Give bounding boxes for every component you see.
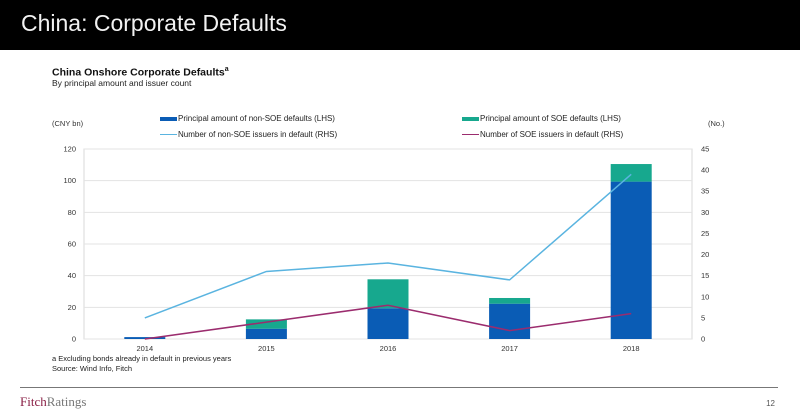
right-axis-tick-label: 5: [701, 313, 705, 322]
right-axis-tick-label: 35: [701, 187, 709, 196]
lines: [144, 173, 632, 340]
legend-item-non-soe-principal: Principal amount of non-SOE defaults (LH…: [160, 114, 335, 123]
right-axis-unit: (No.): [708, 119, 725, 128]
left-axis-tick-label: 80: [68, 208, 76, 217]
right-axis-tick-label: 15: [701, 271, 709, 280]
x-axis-tick-label: 2015: [258, 344, 275, 353]
legend-item-soe-principal: Principal amount of SOE defaults (LHS): [462, 114, 621, 123]
tick-labels: 0 20 40 60 80 100 120 0 5 10 15 20 25 30 35 40 45 2014 201…: [63, 145, 709, 354]
bar-non-soe-principal: [610, 181, 652, 339]
right-axis-tick-label: 30: [701, 208, 709, 217]
bar-soe-principal: [367, 279, 409, 309]
left-axis-tick-label: 40: [68, 271, 76, 280]
legend-swatch-non-soe-principal: [160, 116, 177, 121]
legend-item-non-soe-issuers: Number of non-SOE issuers in default (RH…: [160, 130, 337, 139]
chart-title-text: China Onshore Corporate Defaults: [52, 66, 225, 79]
right-axis-tick-label: 40: [701, 166, 709, 175]
footnote: a Excluding bonds already in default in …: [52, 354, 232, 363]
chart-subtitle: By principal amount and issuer count: [52, 78, 192, 88]
right-axis-tick-label: 10: [701, 292, 709, 301]
bars: [124, 164, 652, 339]
right-axis-tick-label: 25: [701, 229, 709, 238]
legend-label: Number of non-SOE issuers in default (RH…: [178, 130, 338, 139]
logo-ratings: Ratings: [46, 394, 87, 409]
legend-label: Principal amount of non-SOE defaults (LH…: [178, 114, 335, 123]
line-non-soe-issuers: [144, 173, 632, 319]
slide-header: China: Corporate Defaults: [0, 0, 800, 50]
legend-swatch-soe-issuers: [462, 133, 479, 136]
source-note: Source: Wind Info, Fitch: [52, 364, 133, 373]
bar-soe-principal: [245, 319, 287, 329]
right-axis-tick-label: 20: [701, 250, 709, 259]
footer-divider: [20, 387, 778, 388]
right-axis-tick-label: 0: [701, 335, 705, 344]
legend-swatch-soe-principal: [462, 116, 479, 121]
fitch-ratings-logo: FitchRatings: [20, 394, 86, 410]
x-axis-tick-label: 2016: [380, 344, 397, 353]
bar-non-soe-principal: [489, 303, 531, 339]
logo-fitch: Fitch: [20, 394, 47, 409]
x-axis-tick-label: 2017: [501, 344, 518, 353]
chart-title-footnote-marker: a: [224, 66, 229, 73]
left-axis-tick-label: 0: [72, 335, 76, 344]
slide-title: China: Corporate Defaults: [21, 10, 287, 36]
bar-non-soe-principal: [245, 328, 287, 339]
x-axis-tick-label: 2014: [136, 344, 153, 353]
legend-label: Principal amount of SOE defaults (LHS): [480, 114, 621, 123]
page-number: 12: [766, 399, 775, 408]
left-axis-tick-label: 120: [63, 145, 76, 154]
left-axis-tick-label: 100: [63, 176, 76, 185]
right-axis-tick-label: 45: [701, 145, 709, 154]
legend-swatch-non-soe-issuers: [160, 133, 177, 136]
line-soe-issuers: [144, 304, 632, 340]
x-axis-tick-label: 2018: [623, 344, 640, 353]
left-axis-unit: (CNY bn): [52, 119, 84, 128]
bar-non-soe-principal: [124, 337, 166, 339]
left-axis-tick-label: 20: [68, 303, 76, 312]
chart-title: China Onshore Corporate Defaultsa: [52, 66, 229, 79]
bar-soe-principal: [489, 297, 531, 304]
left-axis-tick-label: 60: [68, 240, 76, 249]
bar-soe-principal: [610, 164, 652, 182]
bar-non-soe-principal: [367, 308, 409, 339]
legend-item-soe-issuers: Number of SOE issuers in default (RHS): [462, 130, 623, 139]
legend-label: Number of SOE issuers in default (RHS): [480, 130, 624, 139]
